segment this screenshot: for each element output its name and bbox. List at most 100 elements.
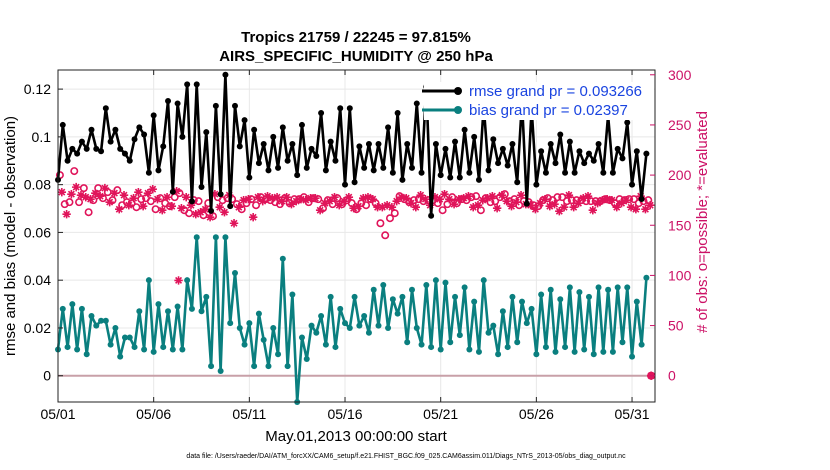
bias-point (499, 308, 506, 315)
bias-point (605, 286, 612, 293)
bias-point (284, 363, 291, 370)
obs-evaluated-marker (588, 206, 598, 215)
rmse-point (188, 198, 195, 205)
obs-evaluated-marker (91, 188, 100, 198)
obs-evaluated-marker (143, 188, 153, 198)
rmse-point (442, 145, 449, 152)
obs-possible-marker (146, 197, 155, 206)
obs-evaluated-marker (174, 276, 183, 285)
rmse-point (203, 129, 210, 136)
rmse-point (246, 174, 253, 181)
rmse-point (485, 167, 492, 174)
y-tick-label: 0 (43, 368, 51, 384)
y-tick-label: 0.04 (24, 272, 51, 288)
bias-point (289, 291, 296, 298)
obs-evaluated-marker (464, 191, 473, 201)
obs-evaluated-marker (186, 200, 196, 210)
obs-evaluated-marker (507, 201, 516, 211)
rmse-point (408, 164, 415, 171)
obs-evaluated-marker (134, 187, 143, 197)
rmse-point (332, 157, 339, 164)
obs-evaluated-marker (535, 198, 545, 208)
bias-point (452, 293, 459, 300)
rmse-point (361, 164, 368, 171)
obs-evaluated-marker (368, 194, 377, 204)
bias-point (528, 305, 535, 312)
obs-possible-marker (381, 231, 390, 240)
bias-point (265, 363, 272, 370)
obs-evaluated-marker (569, 202, 578, 212)
obs-possible-marker (376, 219, 385, 228)
rmse-point (112, 126, 119, 133)
obs-evaluated-marker (392, 196, 401, 206)
obs-evaluated-marker (320, 198, 330, 208)
obs-evaluated-marker (57, 187, 67, 197)
obs-evaluated-marker (330, 192, 339, 202)
obs-evaluated-marker (81, 192, 90, 202)
bias-point (260, 336, 267, 343)
y-tick-label: 0.06 (24, 224, 51, 240)
obs-evaluated-marker (119, 190, 129, 200)
rmse-point (547, 141, 554, 148)
bias-point (98, 317, 105, 324)
bias-point (471, 298, 478, 305)
bias-point (562, 344, 569, 351)
rmse-point (619, 155, 626, 162)
rmse-point (78, 138, 85, 145)
obs-evaluated-marker (559, 202, 569, 212)
rmse-point (581, 160, 588, 167)
rmse-point (308, 145, 315, 152)
obs-evaluated-marker (205, 213, 215, 222)
obs-possible-marker (151, 205, 160, 214)
bias-point (337, 305, 344, 312)
obs-evaluated-marker (512, 197, 521, 207)
obs-evaluated-marker (215, 202, 224, 212)
obs-evaluated-marker (382, 200, 392, 210)
bias-point (136, 308, 143, 315)
right-tick-label: 100 (668, 267, 692, 283)
bias-point (576, 289, 583, 296)
rmse-point (428, 212, 435, 219)
bias-point (121, 334, 128, 341)
bias-point (74, 346, 81, 353)
x-tick-label: 05/26 (519, 406, 554, 422)
obs-evaluated-marker (574, 198, 583, 208)
bias-point (193, 234, 200, 241)
rmse-point (212, 102, 219, 109)
right-tick-label: 150 (668, 217, 692, 233)
x-tick-label: 05/11 (232, 406, 266, 422)
rmse-point (313, 152, 320, 159)
obs-evaluated-marker (502, 196, 511, 206)
rmse-point (74, 150, 81, 157)
bias-point (303, 356, 310, 363)
rmse-point (131, 136, 138, 143)
bias-point (633, 298, 640, 305)
y-tick-label: 0.08 (24, 177, 51, 193)
obs-evaluated-marker (579, 193, 588, 203)
rmse-point (499, 145, 506, 152)
bias-point (117, 353, 124, 360)
bias-point (322, 341, 329, 348)
obs-possible-marker (472, 192, 481, 201)
obs-evaluated-marker (430, 192, 440, 202)
obs-evaluated-marker (234, 202, 244, 212)
obs-evaluated-marker (516, 190, 526, 200)
bias-point (251, 363, 258, 370)
bias-point (418, 341, 425, 348)
bias-point (442, 279, 449, 286)
obs-evaluated-marker (311, 193, 320, 203)
obs-evaluated-marker (626, 202, 636, 212)
bias-point (361, 313, 368, 320)
bias-point (174, 303, 181, 310)
rmse-point (562, 169, 569, 176)
rmse-point (585, 150, 592, 157)
rmse-point (399, 176, 406, 183)
rmse-point (471, 133, 478, 140)
obs-possible-marker (558, 193, 567, 202)
obs-evaluated-marker (129, 193, 138, 203)
x-tick-label: 05/01 (40, 406, 75, 422)
bias-point (141, 346, 148, 353)
bias-point (165, 308, 172, 315)
rmse-point (542, 169, 549, 176)
rmse-point (64, 157, 71, 164)
